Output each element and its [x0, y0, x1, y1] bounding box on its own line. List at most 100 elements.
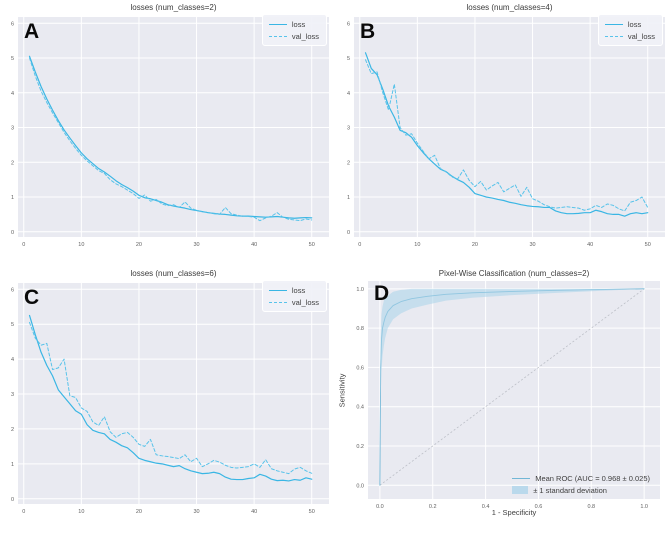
- x-tick-label: 0: [22, 242, 25, 248]
- y-tick-label: 2: [11, 427, 14, 433]
- chance-diagonal-line: [379, 288, 645, 486]
- panel-letter-c: C: [24, 286, 40, 309]
- y-tick-label: 0.8: [356, 326, 364, 332]
- x-tick-label: 50: [309, 242, 315, 248]
- losses-2-legend: loss val_loss: [261, 14, 327, 46]
- x-tick-label: 10: [414, 242, 420, 248]
- y-tick-label: 3: [11, 392, 14, 398]
- y-tick-label: 0: [347, 230, 350, 236]
- y-tick-label: 5: [11, 322, 14, 328]
- legend-line-swatch: [512, 477, 531, 479]
- legend-entry: val_loss: [604, 31, 655, 41]
- y-tick-label: 1: [347, 195, 350, 201]
- legend-line-swatch: [268, 23, 287, 25]
- roc-title: Pixel-Wise Classification (num_classes=2…: [438, 269, 590, 278]
- y-tick-label: 4: [11, 91, 14, 97]
- val-loss-curve: [365, 59, 649, 212]
- legend-label: loss: [291, 19, 306, 29]
- x-tick-label: 20: [136, 509, 142, 515]
- y-tick-label: 1: [11, 195, 14, 201]
- x-tick-label: 50: [645, 242, 651, 248]
- x-tick-label: 40: [251, 242, 257, 248]
- losses-6-title: losses (num_classes=6): [130, 269, 217, 278]
- x-tick-label: 1.0: [640, 504, 648, 510]
- x-tick-label: 40: [251, 509, 257, 515]
- legend-band-swatch: [512, 486, 529, 494]
- y-tick-label: 0: [11, 230, 14, 236]
- x-tick-label: 10: [78, 509, 84, 515]
- legend-line-swatch: [604, 23, 623, 25]
- x-tick-label: 30: [529, 242, 535, 248]
- legend-entry: loss: [268, 19, 319, 29]
- y-tick-label: 3: [347, 126, 350, 132]
- y-tick-label: 6: [11, 287, 14, 293]
- x-tick-label: 40: [587, 242, 593, 248]
- y-tick-label: 3: [11, 126, 14, 132]
- y-tick-label: 0.4: [356, 405, 364, 411]
- y-tick-label: 0.6: [356, 365, 364, 371]
- y-tick-label: 0: [11, 497, 14, 503]
- panel-roc: 0.0 0.2 0.4 0.6 0.8 1.0 0.0 0.2 0.4 0.6 0.8 1.0 Pix…: [336, 266, 672, 533]
- x-tick-label: 0.4: [482, 504, 490, 510]
- roc-y-axis-label: Sensitivity: [337, 373, 347, 408]
- legend-entry: ± 1 standard deviation: [512, 485, 650, 495]
- x-tick-label: 0: [358, 242, 361, 248]
- y-tick-label: 5: [11, 56, 14, 62]
- legend-entry: val_loss: [268, 31, 319, 41]
- legend-line-swatch: [268, 301, 287, 303]
- y-tick-label: 0.2: [356, 444, 364, 450]
- y-tick-label: 6: [347, 21, 350, 27]
- legend-label: val_loss: [291, 297, 319, 307]
- x-tick-label: 0.0: [376, 504, 384, 510]
- x-tick-label: 0.8: [587, 504, 595, 510]
- legend-entry: val_loss: [268, 297, 319, 307]
- panel-letter-a: A: [24, 20, 40, 43]
- std-deviation-band: [379, 288, 645, 486]
- legend-label: loss: [291, 285, 306, 295]
- y-tick-label: 6: [11, 21, 14, 27]
- y-tick-label: 4: [11, 357, 14, 363]
- legend-entry: loss: [268, 285, 319, 295]
- legend-label: ± 1 standard deviation: [533, 485, 607, 495]
- y-tick-label: 2: [347, 160, 350, 166]
- x-tick-label: 50: [309, 509, 315, 515]
- x-tick-label: 0.2: [429, 504, 437, 510]
- legend-label: val_loss: [627, 31, 655, 41]
- legend-label: val_loss: [291, 31, 319, 41]
- loss-curve: [364, 52, 649, 217]
- y-tick-label: 1: [11, 462, 14, 468]
- roc-x-axis-label: 1 - Specificity: [491, 508, 537, 517]
- legend-line-swatch: [604, 35, 623, 37]
- y-tick-label: 0.0: [356, 483, 364, 489]
- losses-2-plot-canvas: 0 10 20 30 40 50 0 1 2 3 4 5 6: [11, 17, 329, 248]
- legend-line-swatch: [268, 35, 287, 37]
- y-tick-label: 5: [347, 56, 350, 62]
- x-tick-label: 0.6: [535, 504, 543, 510]
- panel-losses-4: 0 10 20 30 40 50 0 1 2 3 4 5 6 losses (num_classes=4…: [336, 0, 672, 266]
- legend-label: loss: [627, 19, 642, 29]
- val-loss-curve: [29, 57, 313, 222]
- legend-line-swatch: [268, 289, 287, 291]
- y-tick-label: 1.0: [356, 287, 364, 293]
- losses-4-plot-canvas: 0 10 20 30 40 50 0 1 2 3 4 5 6: [347, 17, 665, 248]
- losses-2-title: losses (num_classes=2): [130, 3, 217, 12]
- losses-6-legend: loss val_loss: [261, 280, 327, 312]
- x-tick-label: 30: [193, 242, 199, 248]
- x-tick-label: 10: [78, 242, 84, 248]
- losses-4-legend: loss val_loss: [597, 14, 663, 46]
- roc-plot-canvas: 0.0 0.2 0.4 0.6 0.8 1.0 0.0 0.2 0.4 0.6 0.8 1.0: [356, 281, 660, 510]
- loss-curve: [28, 314, 313, 482]
- legend-label: Mean ROC (AUC = 0.968 ± 0.025): [535, 473, 650, 483]
- y-tick-label: 2: [11, 160, 14, 166]
- x-tick-label: 0: [22, 509, 25, 515]
- legend-entry: Mean ROC (AUC = 0.968 ± 0.025): [512, 473, 650, 483]
- y-tick-label: 4: [347, 91, 350, 97]
- panel-letter-d: D: [374, 282, 390, 305]
- losses-4-title: losses (num_classes=4): [466, 3, 553, 12]
- x-tick-label: 20: [136, 242, 142, 248]
- x-tick-label: 20: [472, 242, 478, 248]
- val-loss-curve: [29, 321, 313, 475]
- panel-losses-6: 0 10 20 30 40 50 0 1 2 3 4 5 6 losses (num_classes=6…: [0, 266, 336, 533]
- panel-losses-2: 0 10 20 30 40 50 0 1 2 3 4 5 6 losses (num_classes=2…: [0, 0, 336, 266]
- x-tick-label: 30: [193, 509, 199, 515]
